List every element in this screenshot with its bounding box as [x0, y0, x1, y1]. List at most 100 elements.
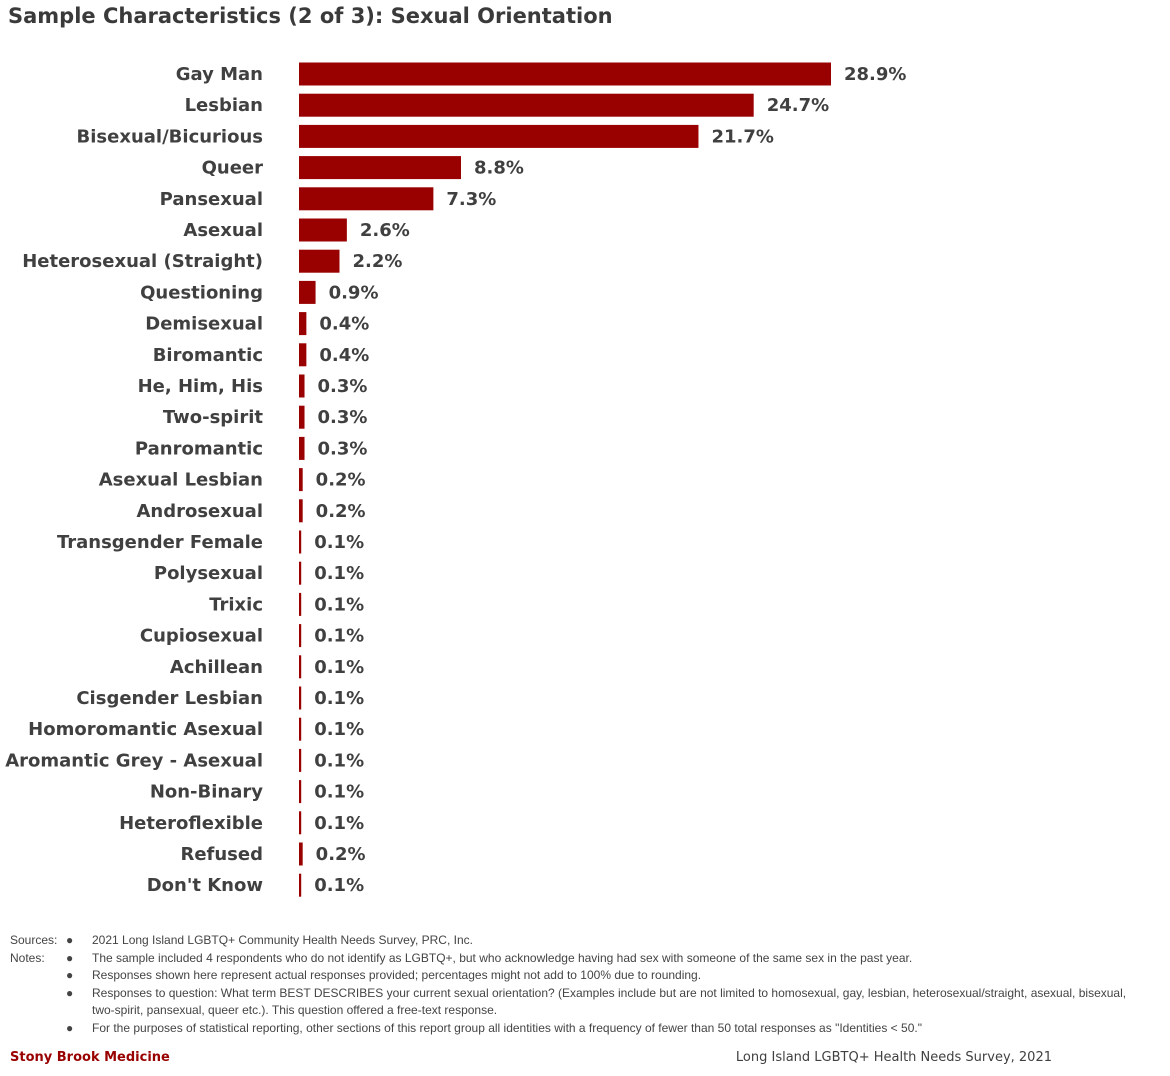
data-label: 0.9% — [329, 282, 379, 303]
bar — [299, 280, 316, 304]
sources-row: Sources: ● 2021 Long Island LGBTQ+ Commu… — [10, 932, 1130, 950]
bar — [299, 624, 302, 648]
category-label: Trixic — [209, 594, 263, 615]
bar — [299, 499, 303, 523]
bar — [299, 592, 302, 616]
data-label: 0.1% — [314, 532, 364, 553]
notes-label: Notes: — [10, 950, 45, 965]
category-label: He, Him, His — [138, 376, 263, 397]
bar — [299, 686, 302, 710]
data-label: 28.9% — [844, 64, 906, 85]
note-text: The sample included 4 respondents who do… — [92, 950, 913, 965]
data-label: 0.3% — [318, 407, 368, 428]
category-label: Asexual Lesbian — [99, 470, 263, 491]
data-label: 0.2% — [316, 470, 366, 491]
data-label: 0.1% — [314, 657, 364, 678]
source-text: 2021 Long Island LGBTQ+ Community Health… — [92, 933, 473, 947]
data-label: 2.6% — [360, 220, 410, 241]
category-label: Asexual — [183, 220, 263, 241]
data-label: 0.1% — [314, 594, 364, 615]
note-item: ● Responses to question: What term BEST … — [10, 985, 1130, 1020]
category-label: Cisgender Lesbian — [76, 688, 263, 709]
category-label: Polysexual — [154, 563, 263, 584]
bar — [299, 530, 302, 554]
note-text: For the purposes of statistical reportin… — [92, 1020, 922, 1035]
bar — [299, 343, 307, 367]
category-label: Homoromantic Asexual — [28, 719, 263, 740]
bar — [299, 374, 305, 398]
bar — [299, 156, 461, 180]
notes-section: Sources: ● 2021 Long Island LGBTQ+ Commu… — [10, 932, 1130, 1037]
bar — [299, 748, 302, 772]
note-text: Responses shown here represent actual re… — [92, 968, 702, 982]
category-label: Two-spirit — [163, 407, 264, 428]
bullet-icon: ● — [66, 1020, 74, 1035]
category-label: Androsexual — [136, 501, 263, 522]
category-label: Refused — [180, 844, 263, 865]
bullet-icon: ● — [66, 933, 74, 947]
footer-source: Long Island LGBTQ+ Health Needs Survey, … — [735, 1050, 1052, 1065]
data-label: 0.1% — [314, 875, 364, 896]
bar — [299, 468, 303, 492]
bar — [299, 249, 340, 273]
sources-label: Sources: — [10, 933, 58, 947]
category-label: Heterosexual (Straight) — [22, 251, 263, 272]
data-label: 0.4% — [319, 345, 369, 366]
category-label: Don't Know — [147, 875, 263, 896]
data-label: 0.3% — [318, 376, 368, 397]
bar — [299, 655, 302, 679]
note-item: Notes: ● The sample included 4 responden… — [10, 950, 1130, 968]
bar — [299, 780, 302, 804]
data-label: 0.1% — [314, 750, 364, 771]
data-label: 0.2% — [316, 844, 366, 865]
data-label: 7.3% — [446, 189, 496, 210]
data-label: 0.1% — [314, 782, 364, 803]
note-text: Responses to question: What term BEST DE… — [92, 985, 1127, 1018]
data-label: 0.3% — [318, 438, 368, 459]
data-label: 0.1% — [314, 626, 364, 647]
bar — [299, 717, 302, 741]
category-label: Pansexual — [160, 189, 263, 210]
category-label: Queer — [202, 158, 264, 179]
category-label: Non-Binary — [150, 782, 263, 803]
page-title: Sample Characteristics (2 of 3): Sexual … — [8, 4, 613, 28]
data-label: 0.4% — [319, 314, 369, 335]
bullet-icon: ● — [66, 985, 74, 1000]
bar — [299, 93, 754, 117]
bar — [299, 187, 434, 211]
bar-chart: Gay Man Lesbian Bisexual/Bicurious Queer Pan… — [5, 62, 906, 897]
data-label: 8.8% — [474, 158, 524, 179]
bar — [299, 436, 305, 460]
bar — [299, 62, 831, 86]
category-label: Panromantic — [135, 438, 263, 459]
category-label: Biromantic — [153, 345, 263, 366]
bar — [299, 405, 305, 429]
data-label: 0.1% — [314, 813, 364, 834]
category-label: Lesbian — [185, 95, 263, 116]
bar — [299, 124, 699, 148]
bar — [299, 873, 302, 897]
category-label: Demisexual — [145, 314, 263, 335]
bullet-icon: ● — [66, 968, 74, 982]
category-label: Cupiosexual — [140, 626, 263, 647]
category-label: Bisexual/Bicurious — [77, 126, 263, 147]
note-item: ● Responses shown here represent actual … — [10, 967, 1130, 985]
category-label: Achillean — [170, 657, 263, 678]
footer-brand: Stony Brook Medicine — [10, 1050, 170, 1065]
category-label: Transgender Female — [57, 532, 263, 553]
data-label: 2.2% — [353, 251, 403, 272]
data-label: 24.7% — [767, 95, 829, 116]
category-label: Gay Man — [176, 64, 263, 85]
note-item: ● For the purposes of statistical report… — [10, 1020, 1130, 1038]
bullet-icon: ● — [66, 950, 74, 965]
bar — [299, 312, 307, 336]
category-label: Aromantic Grey - Asexual — [5, 750, 263, 771]
data-label: 0.1% — [314, 688, 364, 709]
data-label: 0.2% — [316, 501, 366, 522]
data-label: 0.1% — [314, 563, 364, 584]
category-label: Heteroflexible — [119, 813, 263, 834]
data-label: 0.1% — [314, 719, 364, 740]
data-label: 21.7% — [711, 126, 773, 147]
bar — [299, 842, 303, 866]
bar — [299, 561, 302, 585]
